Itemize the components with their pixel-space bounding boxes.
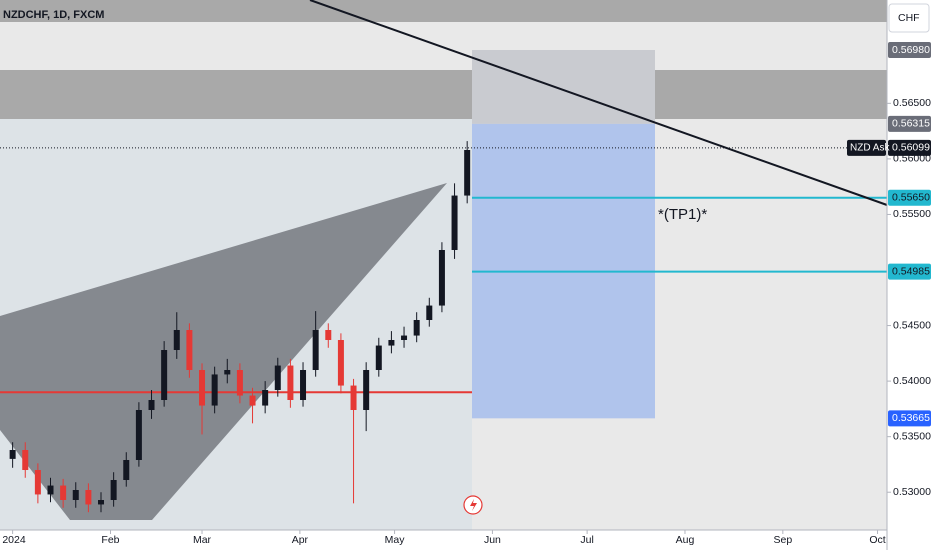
candle-body xyxy=(199,370,206,406)
candle-body xyxy=(337,340,344,386)
candle-body xyxy=(161,350,168,400)
x-tick-label: May xyxy=(385,534,406,546)
x-tick-label: Jun xyxy=(484,534,501,546)
y-tick-label: 0.55500 xyxy=(893,208,931,220)
candle-body xyxy=(148,400,155,410)
candle-body xyxy=(110,480,117,500)
candle-body xyxy=(9,450,16,459)
price-label-box xyxy=(888,42,931,58)
x-tick-label: Mar xyxy=(193,534,212,546)
candle-body xyxy=(413,320,420,336)
candles xyxy=(9,141,471,513)
candle-body xyxy=(249,395,256,406)
currency-label: CHF xyxy=(898,12,920,24)
candle-body xyxy=(300,370,307,400)
chart-title: NZDCHF, 1D, FXCM xyxy=(3,9,104,21)
candle-body xyxy=(287,365,294,400)
candle-body xyxy=(123,460,130,480)
candle-body xyxy=(438,250,445,306)
candle-body xyxy=(211,374,218,406)
trend-line xyxy=(309,0,888,206)
price-label-box xyxy=(888,139,931,156)
front: *(TP1)* xyxy=(0,147,887,273)
candle-body xyxy=(72,490,79,500)
price-label: 0.53665 xyxy=(892,412,930,424)
candle-body xyxy=(451,195,458,250)
ask-label: NZD Ask xyxy=(850,143,890,154)
candle-body xyxy=(464,150,471,196)
y-tick-label: 0.53000 xyxy=(893,486,931,498)
currency-box[interactable] xyxy=(888,3,930,33)
candle-body xyxy=(47,485,54,495)
price-label-box xyxy=(888,189,931,206)
x-tick-label: Jul xyxy=(580,534,593,546)
x-tick-label: Aug xyxy=(676,534,695,546)
candle-body xyxy=(363,370,370,410)
time-axis xyxy=(0,530,887,550)
candle-body xyxy=(325,330,332,340)
candle-body xyxy=(186,330,193,370)
zone-band xyxy=(0,0,887,22)
candle-body xyxy=(312,330,319,370)
candle-body xyxy=(236,370,243,396)
candle-body xyxy=(388,340,395,346)
candle-body xyxy=(135,410,142,460)
price-label: 0.56980 xyxy=(892,44,930,56)
x-tick-label: 2024 xyxy=(2,534,26,546)
ask-label-box xyxy=(847,139,886,156)
candle-body xyxy=(224,370,231,375)
candle-body xyxy=(173,330,180,350)
axes: 0.565000.560000.555000.545000.540000.535… xyxy=(2,42,931,546)
candle-body xyxy=(60,485,67,500)
candle-body xyxy=(401,335,408,340)
y-tick-label: 0.54000 xyxy=(893,375,931,387)
y-tick-label: 0.53500 xyxy=(893,430,931,442)
x-tick-label: Apr xyxy=(292,534,309,546)
candle-body xyxy=(426,305,433,320)
candle-body xyxy=(262,390,269,406)
price-label-box xyxy=(888,115,931,132)
candle-body xyxy=(350,385,357,410)
candle-body xyxy=(85,490,92,505)
y-tick-label: 0.54500 xyxy=(893,319,931,331)
zone-band xyxy=(0,70,887,119)
candle-body xyxy=(98,500,105,505)
candle-body xyxy=(34,470,41,495)
wedge-pattern xyxy=(0,183,447,520)
candle-body xyxy=(22,450,29,470)
price-label: 0.56315 xyxy=(892,118,930,130)
price-label: 0.54985 xyxy=(892,265,930,277)
x-tick-label: Feb xyxy=(101,534,119,546)
event-icon-bolt xyxy=(470,499,477,511)
price-label-box xyxy=(888,263,931,280)
candle-body xyxy=(375,345,382,370)
price-label: 0.56099 xyxy=(892,142,930,154)
price-label-box xyxy=(888,410,931,427)
y-tick-label: 0.56500 xyxy=(893,97,931,109)
x-tick-label: Oct xyxy=(869,534,885,546)
candle-body xyxy=(274,365,281,390)
x-tick-label: Sep xyxy=(773,534,792,546)
annotation: *(TP1)* xyxy=(658,206,707,223)
price-label: 0.55650 xyxy=(892,192,930,204)
